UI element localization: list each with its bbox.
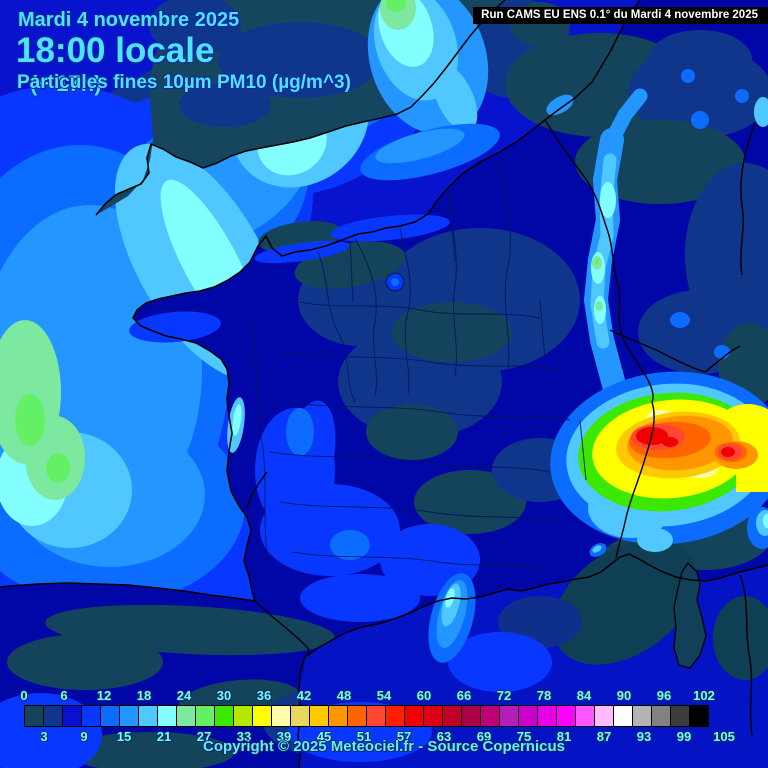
forecast-time-row: 18:00 locale (+ 17h): [16, 31, 214, 97]
country-borders: [246, 119, 756, 736]
corsica: [673, 561, 707, 669]
run-banner: Run CAMS EU ENS 0.1° du Mardi 4 novembre…: [473, 7, 768, 24]
pollution-hotspot: [550, 371, 768, 552]
north-sea-plume: [367, 0, 489, 135]
forecast-date: Mardi 4 novembre 2025: [18, 9, 240, 31]
copyright-line: Copyright © 2025 Meteociel.fr - Source C…: [203, 738, 565, 755]
channel-band: [360, 123, 500, 181]
rhine-valley-plume: [584, 88, 648, 404]
parameter-label: Particules fines 10µm PM10 (µg/m^3): [17, 72, 351, 93]
forecast-time: 18:00 locale: [16, 31, 215, 70]
department-borders: [249, 161, 587, 569]
forecast-offset: (+ 17h): [30, 71, 102, 96]
